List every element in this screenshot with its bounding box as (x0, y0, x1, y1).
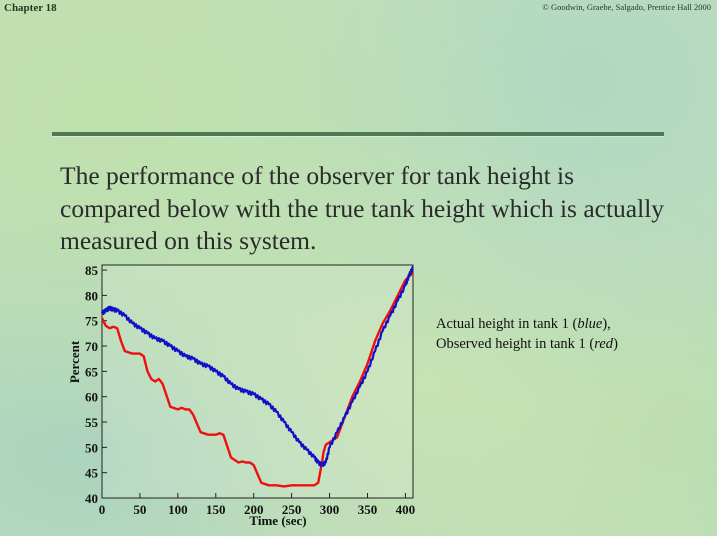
title-divider (52, 132, 664, 136)
axis-ticks: 0 50 100 150 200 250 300 350 400 40 45 50 55 60 65 70 75… (85, 263, 415, 517)
x-axis-label: Time (sec) (249, 513, 306, 528)
legend-series-actual-color: blue (577, 316, 603, 332)
x-tick-label: 350 (358, 502, 378, 517)
x-tick-label: 200 (244, 502, 264, 517)
x-tick-label: 50 (133, 502, 146, 517)
slide-headline: The performance of the observer for tank… (60, 161, 665, 255)
x-tick-label: 0 (99, 502, 106, 517)
y-tick-label: 60 (85, 390, 98, 405)
y-tick-label: 50 (85, 440, 98, 455)
legend-entry-observed: Observed height in tank 1 (red) (436, 336, 618, 352)
y-axis-label: Percent (67, 340, 82, 383)
y-tick-label: 55 (85, 415, 99, 430)
series-line-actual (100, 266, 414, 467)
y-tick-label: 40 (85, 491, 98, 506)
y-tick-label: 85 (85, 263, 99, 278)
legend-entry-actual: Actual height in tank 1 (blue), (436, 316, 611, 332)
y-tick-label: 75 (85, 314, 99, 329)
y-tick-label: 45 (85, 466, 99, 481)
chapter-label: Chapter 18 (4, 2, 57, 14)
x-tick-label: 300 (320, 502, 340, 517)
x-tick-label: 250 (282, 502, 302, 517)
chart-legend: Actual height in tank 1 (blue), Observed… (436, 314, 706, 354)
x-tick-label: 400 (396, 502, 416, 517)
x-tick-label: 150 (206, 502, 226, 517)
y-tick-label: 70 (85, 339, 98, 354)
x-tick-label: 100 (168, 502, 188, 517)
plot-area (101, 264, 414, 499)
y-tick-label: 80 (85, 288, 98, 303)
copyright-notice: © Goodwin, Graebe, Salgado, Prentice Hal… (542, 2, 711, 12)
y-tick-label: 65 (85, 364, 99, 379)
series-line-observed (100, 271, 414, 488)
series-lines (100, 266, 414, 488)
legend-series-observed-color: red (594, 336, 614, 352)
